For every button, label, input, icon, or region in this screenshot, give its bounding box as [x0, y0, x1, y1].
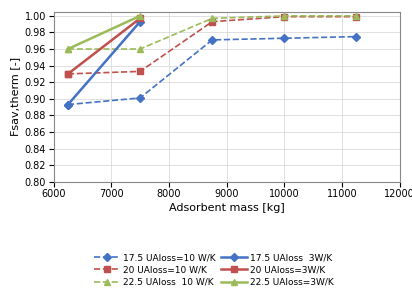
Line: 20 UAloss=10 W/K: 20 UAloss=10 W/K: [65, 14, 359, 77]
Line: 17.5 UAloss  3W/K: 17.5 UAloss 3W/K: [65, 19, 143, 107]
17.5 UAloss=10 W/K: [66, 103, 70, 106]
20 UAloss=10 W/K: [138, 70, 143, 73]
20 UAloss=10 W/K: [354, 15, 359, 18]
22.5 UAloss=3W/K: [66, 47, 70, 51]
Y-axis label: Fsav,therm [-]: Fsav,therm [-]: [10, 57, 20, 136]
Line: 22.5 UAloss  10 W/K: 22.5 UAloss 10 W/K: [65, 13, 359, 52]
17.5 UAloss=10 W/K: [354, 35, 359, 38]
20 UAloss=3W/K: [66, 72, 70, 76]
22.5 UAloss=3W/K: [138, 14, 143, 18]
17.5 UAloss  3W/K: [66, 103, 70, 106]
22.5 UAloss  10 W/K: [138, 47, 143, 51]
17.5 UAloss=10 W/K: [138, 96, 143, 100]
20 UAloss=10 W/K: [282, 15, 287, 18]
Legend: 17.5 UAloss=10 W/K, 20 UAloss=10 W/K, 22.5 UAloss  10 W/K, 17.5 UAloss  3W/K, 20: 17.5 UAloss=10 W/K, 20 UAloss=10 W/K, 22…: [93, 252, 336, 289]
17.5 UAloss=10 W/K: [282, 37, 287, 40]
22.5 UAloss  10 W/K: [354, 14, 359, 18]
17.5 UAloss=10 W/K: [210, 38, 215, 42]
20 UAloss=10 W/K: [210, 20, 215, 23]
Line: 20 UAloss=3W/K: 20 UAloss=3W/K: [65, 16, 143, 77]
X-axis label: Adsorbent mass [kg]: Adsorbent mass [kg]: [169, 203, 284, 214]
22.5 UAloss  10 W/K: [66, 47, 70, 51]
Line: 17.5 UAloss=10 W/K: 17.5 UAloss=10 W/K: [65, 34, 359, 107]
Line: 22.5 UAloss=3W/K: 22.5 UAloss=3W/K: [65, 13, 143, 52]
22.5 UAloss  10 W/K: [282, 14, 287, 18]
17.5 UAloss  3W/K: [138, 20, 143, 23]
20 UAloss=10 W/K: [66, 72, 70, 76]
22.5 UAloss  10 W/K: [210, 17, 215, 20]
20 UAloss=3W/K: [138, 17, 143, 20]
